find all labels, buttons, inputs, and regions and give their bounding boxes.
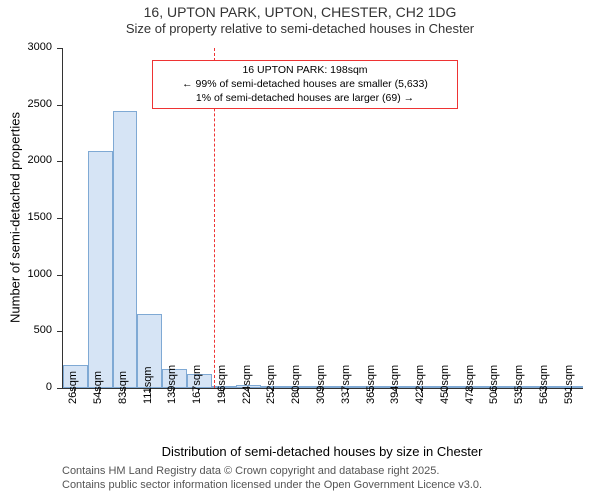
chart-container: 16, UPTON PARK, UPTON, CHESTER, CH2 1DG … (0, 0, 600, 500)
y-tick-mark (57, 331, 62, 332)
y-tick-label: 2000 (0, 154, 52, 166)
histogram-bar (88, 151, 113, 388)
y-tick-mark (57, 161, 62, 162)
x-axis-label: Distribution of semi-detached houses by … (62, 444, 582, 459)
annotation-heading: 16 UPTON PARK: 198sqm (159, 63, 451, 77)
footer-attribution: Contains HM Land Registry data © Crown c… (62, 464, 482, 493)
title-line2: Size of property relative to semi-detach… (0, 21, 600, 37)
title-line1: 16, UPTON PARK, UPTON, CHESTER, CH2 1DG (0, 4, 600, 21)
y-tick-mark (57, 275, 62, 276)
annotation-smaller: ← 99% of semi-detached houses are smalle… (159, 77, 451, 91)
y-tick-label: 1000 (0, 268, 52, 280)
y-tick-label: 2500 (0, 98, 52, 110)
footer-line2: Contains public sector information licen… (62, 478, 482, 492)
y-tick-mark (57, 218, 62, 219)
y-tick-label: 500 (0, 324, 52, 336)
y-tick-label: 1500 (0, 211, 52, 223)
histogram-bar (113, 111, 138, 388)
y-tick-label: 3000 (0, 41, 52, 53)
y-tick-mark (57, 105, 62, 106)
chart-title: 16, UPTON PARK, UPTON, CHESTER, CH2 1DG … (0, 4, 600, 36)
y-tick-mark (57, 48, 62, 49)
y-tick-mark (57, 388, 62, 389)
annotation-box: 16 UPTON PARK: 198sqm← 99% of semi-detac… (152, 60, 458, 109)
annotation-larger: 1% of semi-detached houses are larger (6… (159, 91, 451, 105)
y-tick-label: 0 (0, 381, 52, 393)
footer-line1: Contains HM Land Registry data © Crown c… (62, 464, 482, 478)
